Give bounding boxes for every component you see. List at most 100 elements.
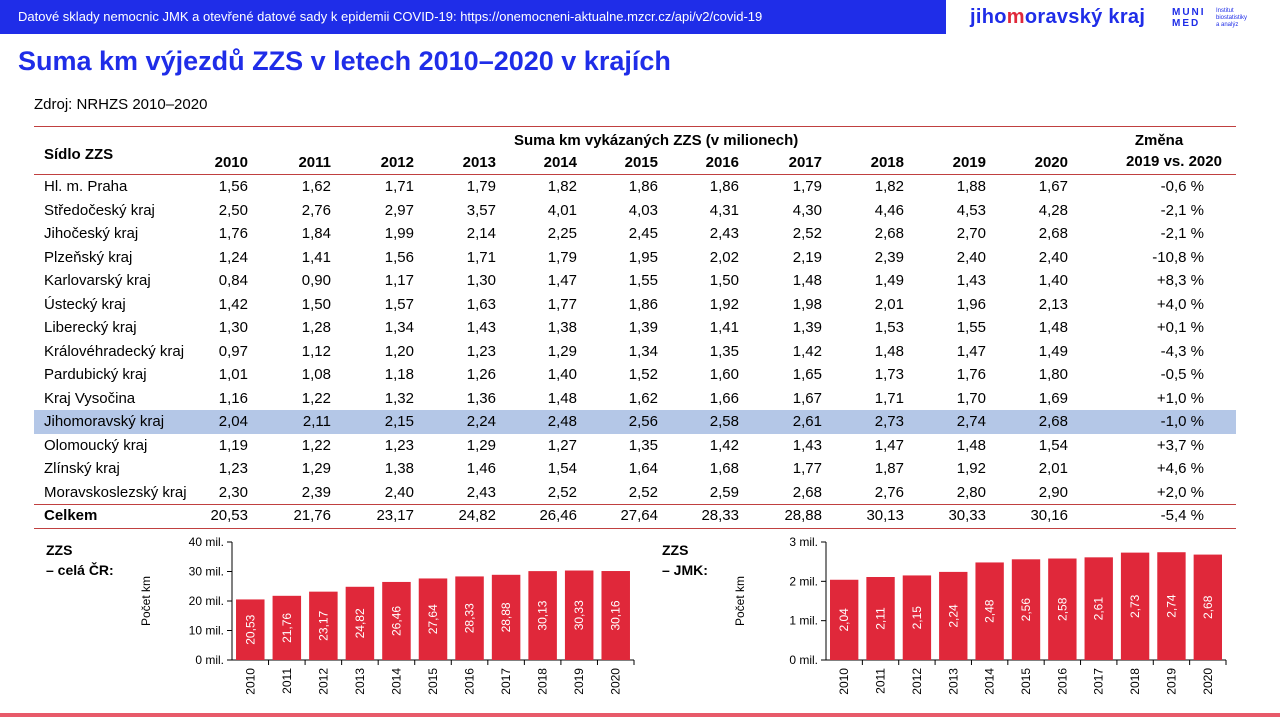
x-tick-label: 2012 — [316, 668, 330, 695]
y-axis-label: Počet km — [733, 576, 747, 626]
row-value: 1,79 — [466, 178, 496, 195]
header-year: 2011 — [298, 154, 331, 171]
row-region-name: Olomoucký kraj — [44, 436, 148, 454]
header-change-1: Změna — [1134, 132, 1184, 149]
bar-data-label: 2,24 — [946, 604, 960, 628]
row-value: 28,33 — [701, 507, 739, 524]
row-value: 1,56 — [218, 178, 248, 195]
row-value: 1,55 — [956, 319, 986, 336]
row-value: 1,24 — [218, 248, 248, 266]
x-tick-label: 2018 — [536, 668, 550, 695]
bar-data-label: 30,13 — [536, 600, 550, 630]
row-value: 4,01 — [547, 201, 577, 219]
row-value: 1,80 — [1038, 366, 1068, 383]
y-tick-label: 40 mil. — [189, 535, 224, 549]
bar-data-label: 27,64 — [426, 604, 440, 634]
bar-data-label: 23,17 — [316, 610, 330, 640]
row-value: 2,73 — [874, 413, 904, 430]
row-value: 1,86 — [628, 295, 658, 313]
row-change: +1,0 % — [1156, 389, 1204, 407]
row-value: 1,73 — [874, 366, 904, 383]
row-value: 2,52 — [628, 483, 658, 501]
y-tick-label: 10 mil. — [189, 624, 224, 638]
row-value: 1,12 — [301, 342, 331, 360]
row-value: 1,48 — [1038, 319, 1068, 336]
row-value: 1,39 — [628, 319, 658, 336]
row-region-name: Královéhradecký kraj — [44, 342, 185, 360]
row-value: 4,30 — [792, 201, 822, 219]
row-region-name: Moravskoslezský kraj — [44, 483, 187, 501]
row-value: 2,40 — [956, 248, 986, 266]
x-tick-label: 2011 — [874, 668, 888, 694]
row-value: 2,25 — [547, 225, 577, 242]
x-tick-label: 2013 — [946, 668, 960, 695]
header-year: 2012 — [380, 154, 414, 171]
row-value: 1,23 — [466, 342, 496, 360]
row-value: 2,68 — [792, 483, 822, 501]
row-value: 2,40 — [384, 483, 414, 501]
row-value: 1,42 — [709, 436, 739, 454]
row-change: +4,0 % — [1156, 295, 1204, 313]
row-value: 1,29 — [547, 342, 577, 360]
x-tick-label: 2011 — [280, 668, 294, 694]
row-value: 1,57 — [384, 295, 414, 313]
row-value: 1,20 — [384, 342, 414, 360]
row-value: 1,65 — [792, 366, 822, 383]
row-value: 1,84 — [301, 225, 331, 242]
bar-data-label: 2,73 — [1128, 594, 1142, 618]
row-value: 1,71 — [384, 178, 414, 195]
row-value: 1,54 — [547, 460, 577, 477]
row-value: 1,53 — [874, 319, 904, 336]
row-value: 1,30 — [466, 272, 496, 289]
row-value: 1,27 — [547, 436, 577, 454]
row-value: 1,67 — [792, 389, 822, 407]
x-tick-label: 2016 — [463, 668, 477, 695]
table-row: Liberecký kraj 1,30 1,28 1,34 1,43 1,38 1,39 1,… — [34, 316, 1236, 340]
row-value: 1,47 — [547, 272, 577, 289]
table-row: Karlovarský kraj 0,84 0,90 1,17 1,30 1,47 1,55… — [34, 269, 1236, 293]
row-value: 1,87 — [874, 460, 904, 477]
row-change: -4,3 % — [1160, 342, 1204, 360]
y-tick-label: 0 mil. — [789, 653, 818, 667]
row-value: 1,50 — [709, 272, 739, 289]
table-top-rule — [34, 126, 1236, 127]
row-value: 1,34 — [628, 342, 658, 360]
bar-data-label: 28,88 — [499, 602, 513, 632]
y-tick-label: 20 mil. — [189, 594, 224, 608]
table-row: Olomoucký kraj 1,19 1,22 1,23 1,29 1,27 1,35 1,… — [34, 434, 1236, 458]
bar-data-label: 2,61 — [1092, 597, 1106, 621]
table-bottom-rule — [34, 527, 1236, 529]
x-tick-label: 2015 — [1019, 668, 1033, 695]
row-value: 2,74 — [956, 413, 986, 430]
row-value: 2,30 — [218, 483, 248, 501]
table-row: Zlínský kraj 1,23 1,29 1,38 1,46 1,54 1,64 1,68… — [34, 457, 1236, 481]
row-value: 1,43 — [956, 272, 986, 289]
row-value: 1,66 — [709, 389, 739, 407]
row-value: 1,98 — [792, 295, 822, 313]
row-value: 0,90 — [301, 272, 331, 289]
x-tick-label: 2017 — [1092, 668, 1106, 695]
table-row: Plzeňský kraj 1,24 1,41 1,56 1,71 1,79 1,95 2,0… — [34, 246, 1236, 270]
bar — [491, 574, 521, 660]
row-value: 1,22 — [301, 436, 331, 454]
row-value: 30,33 — [948, 507, 986, 524]
y-tick-label: 3 mil. — [789, 535, 818, 549]
row-value: 1,88 — [956, 178, 986, 195]
row-value: 1,16 — [218, 389, 248, 407]
row-value: 1,76 — [218, 225, 248, 242]
row-value: 20,53 — [210, 507, 248, 524]
row-value: 1,48 — [547, 389, 577, 407]
y-tick-label: 30 mil. — [189, 565, 224, 579]
bar-data-label: 2,48 — [983, 599, 997, 623]
row-value: 1,77 — [792, 460, 822, 477]
bar — [866, 577, 895, 660]
x-tick-label: 2016 — [1055, 668, 1069, 695]
row-value: 1,99 — [384, 225, 414, 242]
row-region-name: Zlínský kraj — [44, 460, 120, 477]
bar — [1084, 557, 1113, 660]
bar-data-label: 2,15 — [910, 606, 924, 630]
bar — [528, 571, 557, 660]
x-tick-label: 2020 — [1201, 668, 1215, 695]
bar-data-label: 2,56 — [1019, 598, 1033, 622]
bar — [1011, 559, 1041, 660]
